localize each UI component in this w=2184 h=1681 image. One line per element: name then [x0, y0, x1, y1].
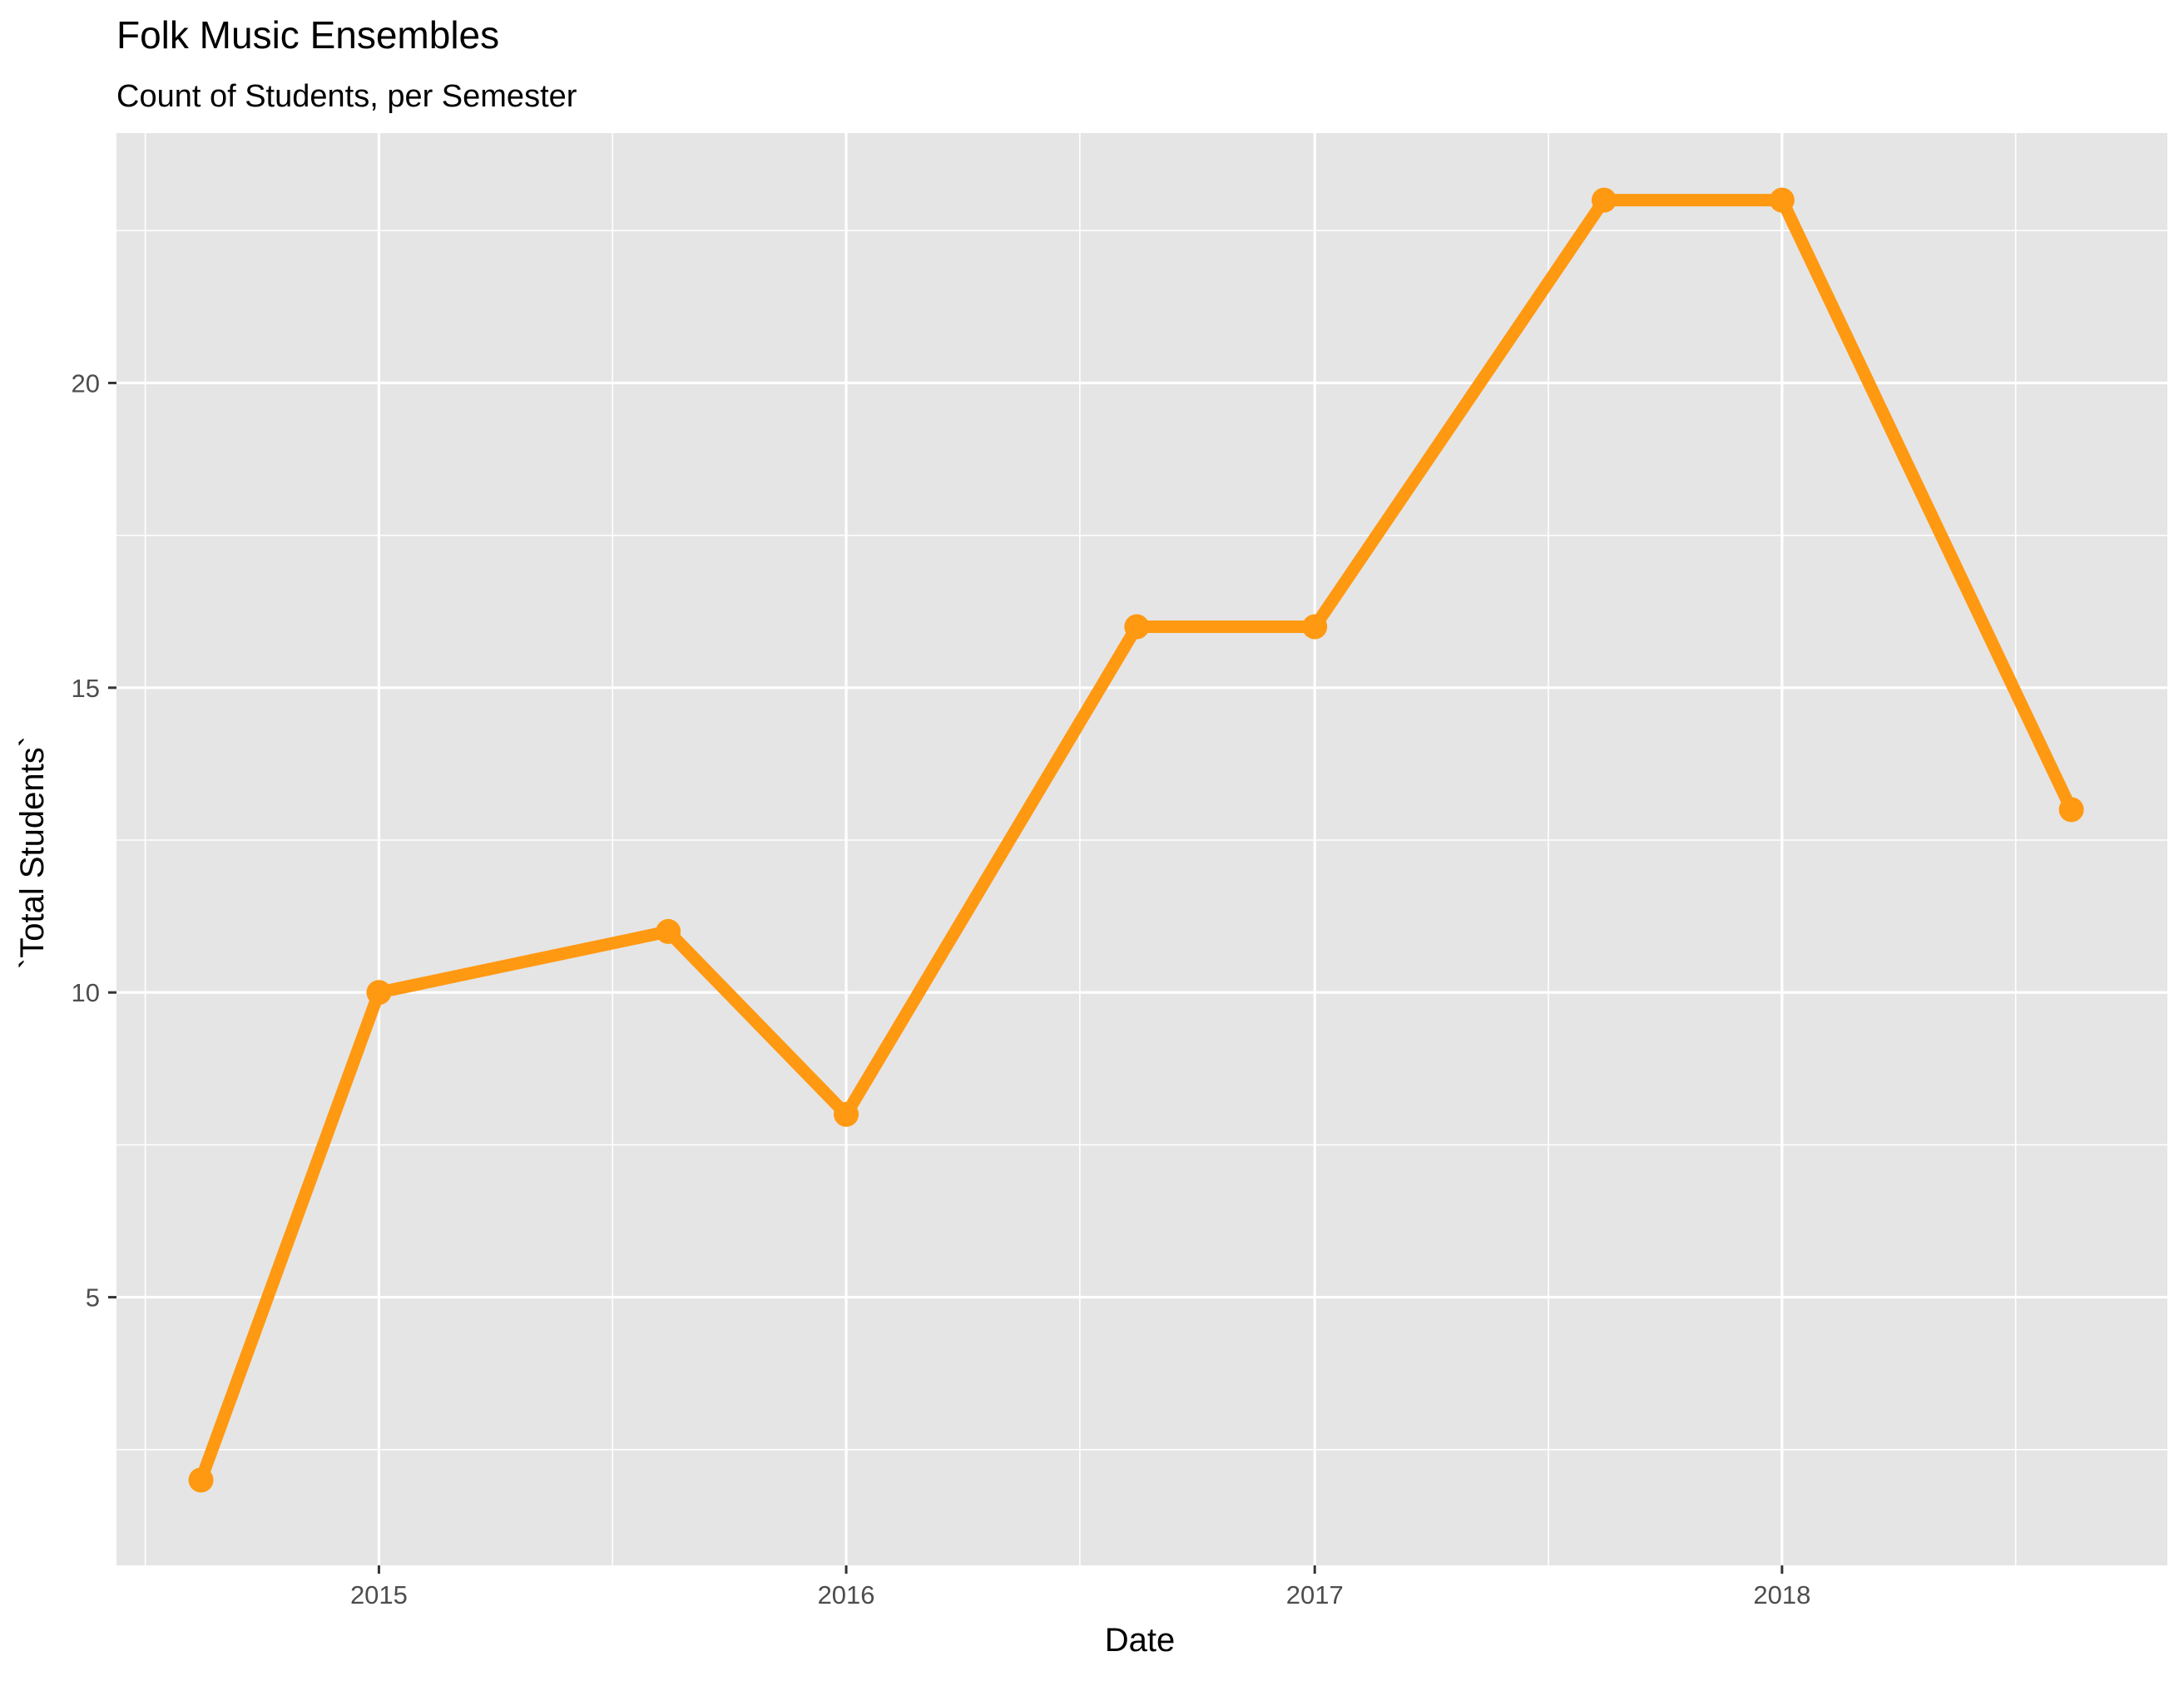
y-tick-label: 10 [72, 978, 100, 1007]
x-tick-label: 2018 [1753, 1580, 1810, 1609]
data-point [656, 918, 681, 944]
chart-subtitle: Count of Students, per Semester [116, 79, 577, 114]
data-point [1591, 187, 1617, 213]
y-axis: 5 10 15 20 [72, 368, 116, 1313]
data-point [2058, 797, 2084, 823]
x-tick-label: 2016 [818, 1580, 875, 1609]
y-tick-label: 20 [72, 368, 100, 398]
y-axis-title: `Total Students` [14, 736, 51, 969]
data-point [1769, 187, 1795, 213]
grid-minor-lines [116, 133, 2167, 1565]
data-point [366, 980, 392, 1006]
data-point [188, 1467, 214, 1493]
series-total-students [188, 187, 2084, 1493]
x-tick-label: 2017 [1286, 1580, 1344, 1609]
plot-panel [116, 133, 2167, 1565]
y-tick-label: 15 [72, 674, 100, 703]
data-point [1124, 614, 1150, 640]
x-tick-label: 2015 [350, 1580, 408, 1609]
grid-major-lines [116, 133, 2167, 1565]
data-point [834, 1101, 859, 1127]
chart-title: Folk Music Ensembles [116, 13, 499, 57]
y-tick-label: 5 [86, 1283, 100, 1313]
x-axis: 2015 2016 2017 2018 [350, 1565, 1810, 1609]
data-point [1302, 614, 1328, 640]
x-axis-title: Date [1105, 1622, 1176, 1659]
